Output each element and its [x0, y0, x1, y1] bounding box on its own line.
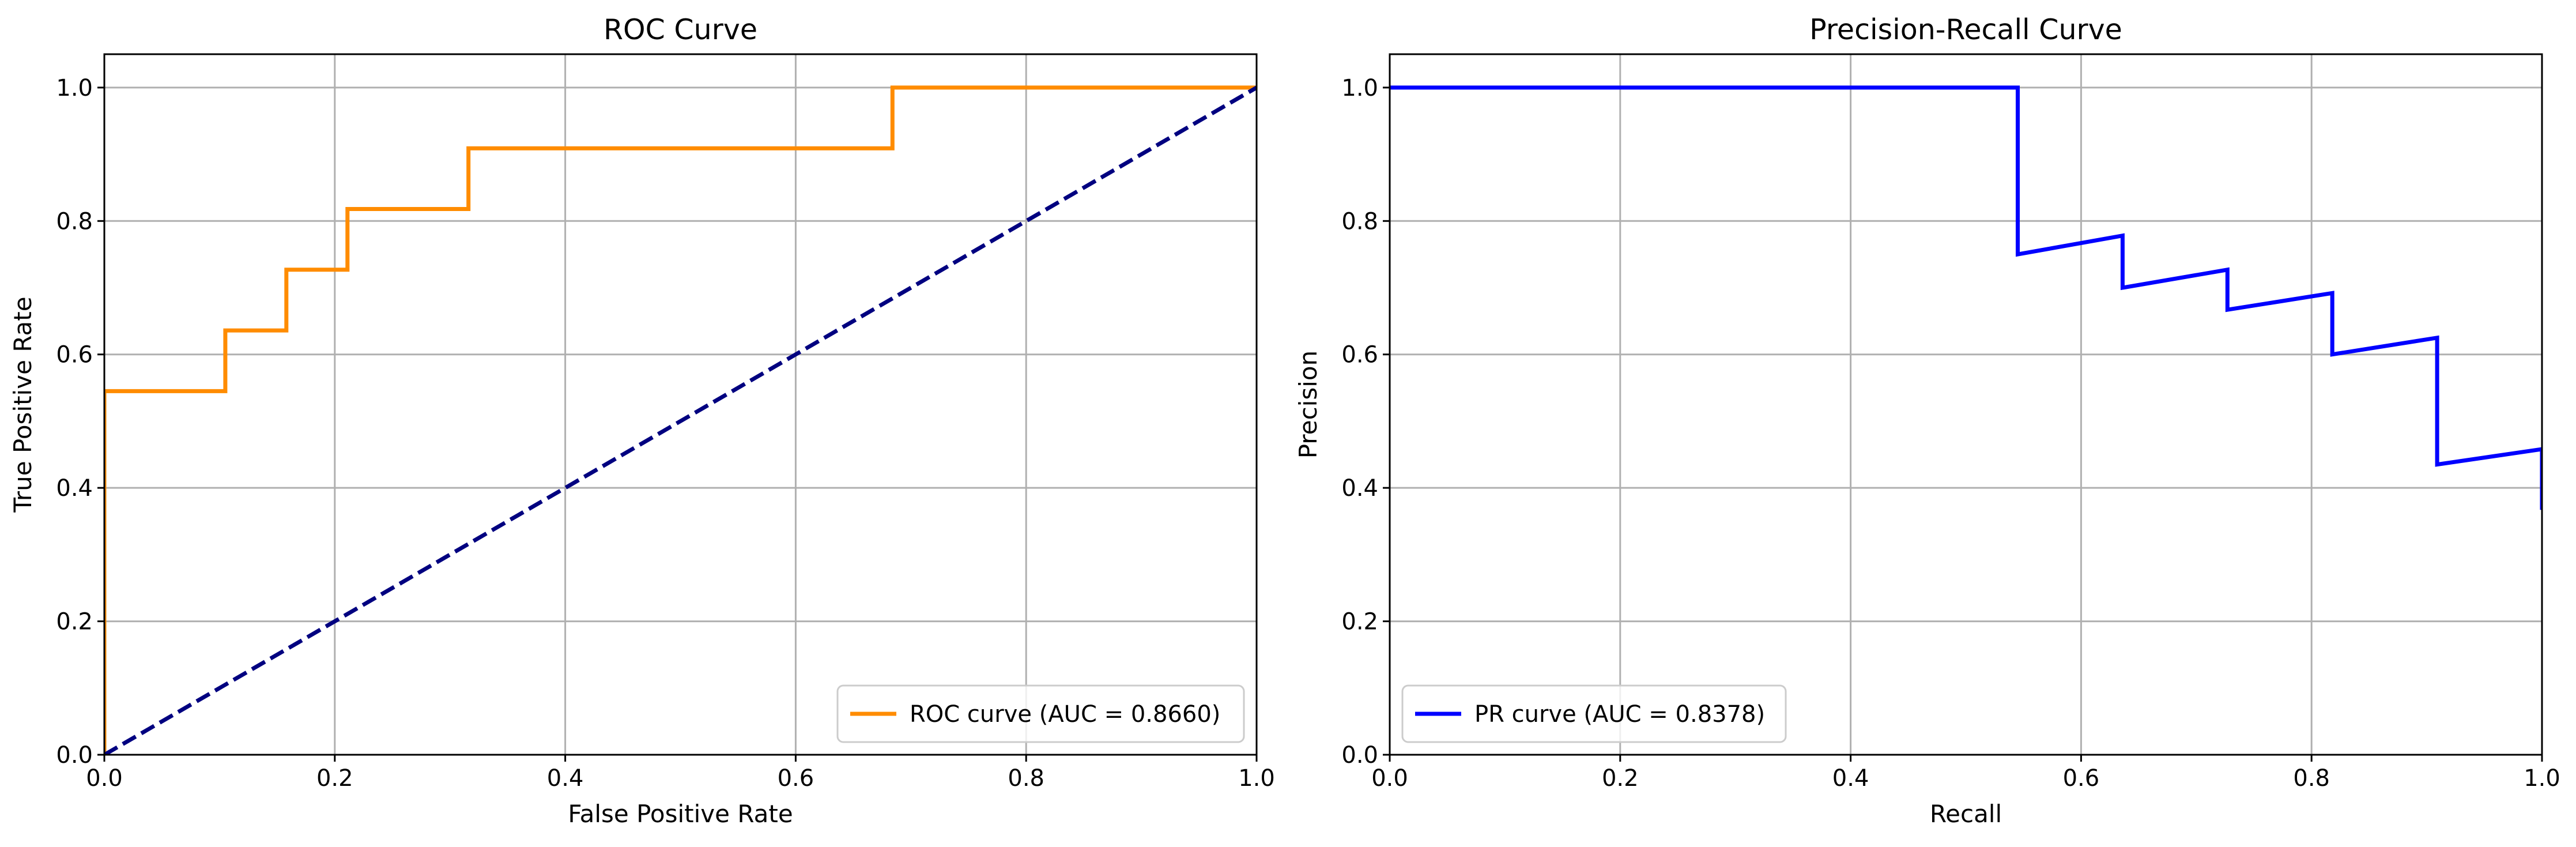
y-tick-label: 0.2: [56, 609, 93, 635]
x-tick-label: 1.0: [2524, 765, 2560, 792]
chart-panel-1: 0.0 0.2 0.4 0.6 0.8 1.0 0.0 0.2 0.4 0.6 0.8 1.0 ROC …: [9, 13, 1275, 828]
y-tick-label: 0.0: [56, 742, 93, 769]
chart-panel-2: 0.0 0.2 0.4 0.6 0.8 1.0 0.0 0.2 0.4 0.6 0.8 1.0 Prec…: [1294, 13, 2560, 828]
series-line: [104, 85, 1257, 755]
legend-label: ROC curve (AUC = 0.8660): [910, 701, 1220, 728]
y-tick-label: 0.6: [1341, 342, 1378, 368]
y-tick-label: 0.6: [56, 342, 93, 368]
y-tick-label: 0.4: [1341, 475, 1378, 502]
y-axis-label: Precision: [1294, 351, 1322, 458]
axes-frame: [103, 53, 1258, 756]
x-axis-label: Recall: [1930, 800, 2002, 828]
y-tick-label: 0.4: [56, 475, 93, 502]
y-tick-label: 0.8: [1341, 208, 1378, 235]
y-axis-label: True Positive Rate: [9, 296, 37, 513]
legend-label: PR curve (AUC = 0.8378): [1474, 701, 1765, 728]
x-tick-label: 0.0: [86, 765, 123, 792]
x-tick-label: 0.2: [316, 765, 353, 792]
chart-title: ROC Curve: [604, 13, 757, 46]
x-tick-label: 0.4: [1832, 765, 1869, 792]
series-line: [1390, 85, 2542, 510]
diagonal-reference-line: [104, 85, 1257, 755]
legend-box: [836, 684, 1245, 743]
x-tick-label: 0.6: [2063, 765, 2100, 792]
legend-box: [1401, 684, 1787, 743]
y-tick-label: 1.0: [1341, 75, 1378, 101]
x-tick-label: 0.2: [1602, 765, 1639, 792]
x-tick-label: 1.0: [1238, 765, 1275, 792]
y-tick-label: 0.8: [56, 208, 93, 235]
axes-frame: [1389, 53, 2543, 756]
x-tick-label: 0.8: [1008, 765, 1044, 792]
legend: ROC curve (AUC = 0.8660): [836, 684, 1245, 743]
x-axis-label: False Positive Rate: [568, 800, 793, 828]
y-tick-label: 0.2: [1341, 609, 1378, 635]
x-tick-label: 0.6: [778, 765, 814, 792]
y-tick-label: 1.0: [56, 75, 93, 101]
x-tick-label: 0.4: [547, 765, 584, 792]
x-tick-label: 0.8: [2293, 765, 2330, 792]
y-tick-label: 0.0: [1341, 742, 1378, 769]
x-tick-label: 0.0: [1371, 765, 1408, 792]
legend: PR curve (AUC = 0.8378): [1401, 684, 1787, 743]
chart-title: Precision-Recall Curve: [1809, 13, 2122, 46]
